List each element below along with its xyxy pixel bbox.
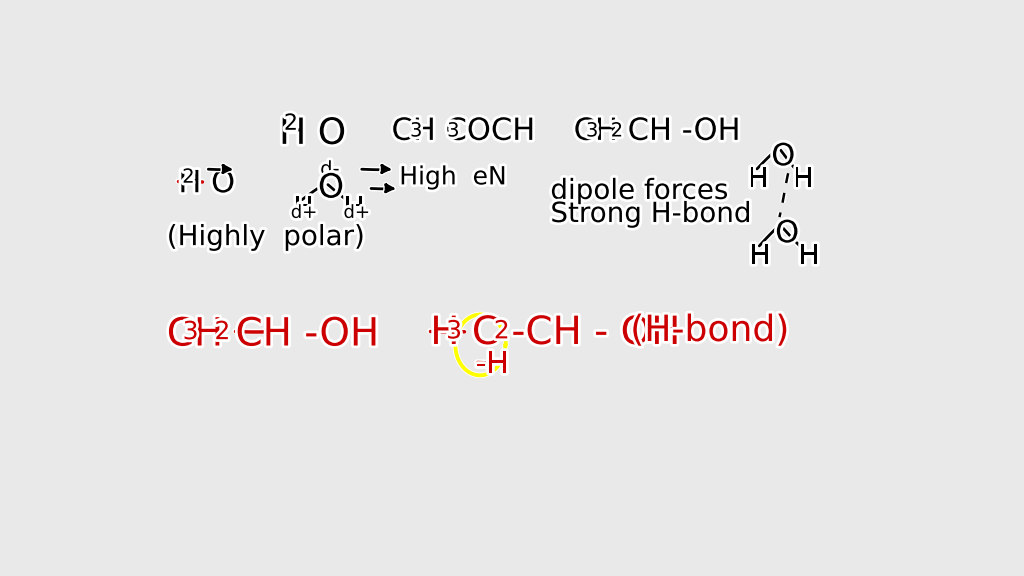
Text: d+: d+ — [343, 204, 370, 222]
Text: H: H — [343, 194, 365, 222]
Text: H O: H O — [280, 117, 346, 151]
Text: O: O — [317, 172, 344, 204]
Text: H: H — [748, 165, 769, 194]
Text: H: H — [799, 242, 819, 270]
Text: High  eN: High eN — [399, 165, 507, 190]
Text: H: H — [293, 194, 314, 222]
Text: CH CH -OH: CH CH -OH — [167, 316, 380, 354]
Text: H O: H O — [178, 169, 236, 198]
Text: O: O — [771, 142, 796, 171]
Text: H: H — [750, 242, 770, 270]
Text: CH COCH: CH COCH — [391, 117, 536, 146]
Text: 2: 2 — [276, 114, 298, 134]
Text: 2: 2 — [176, 168, 195, 187]
Text: dipole forces: dipole forces — [550, 177, 728, 205]
Text: -H: -H — [475, 350, 509, 379]
Text: (Highly  polar): (Highly polar) — [167, 223, 365, 251]
Text: d+: d+ — [291, 204, 317, 222]
Text: H: H — [793, 165, 814, 194]
Text: H C -CH - OH: H C -CH - OH — [430, 314, 681, 352]
Text: (H-bond): (H-bond) — [630, 314, 790, 348]
Text: 3  2: 3 2 — [573, 122, 624, 141]
Text: 3    3: 3 3 — [391, 122, 460, 141]
Text: CH CH -OH: CH CH -OH — [573, 117, 740, 146]
Text: d-: d- — [321, 160, 340, 179]
Text: O: O — [775, 219, 799, 248]
Text: 3    2: 3 2 — [430, 319, 510, 343]
Text: Strong H-bond: Strong H-bond — [550, 200, 752, 228]
Text: 3  2: 3 2 — [167, 320, 230, 344]
